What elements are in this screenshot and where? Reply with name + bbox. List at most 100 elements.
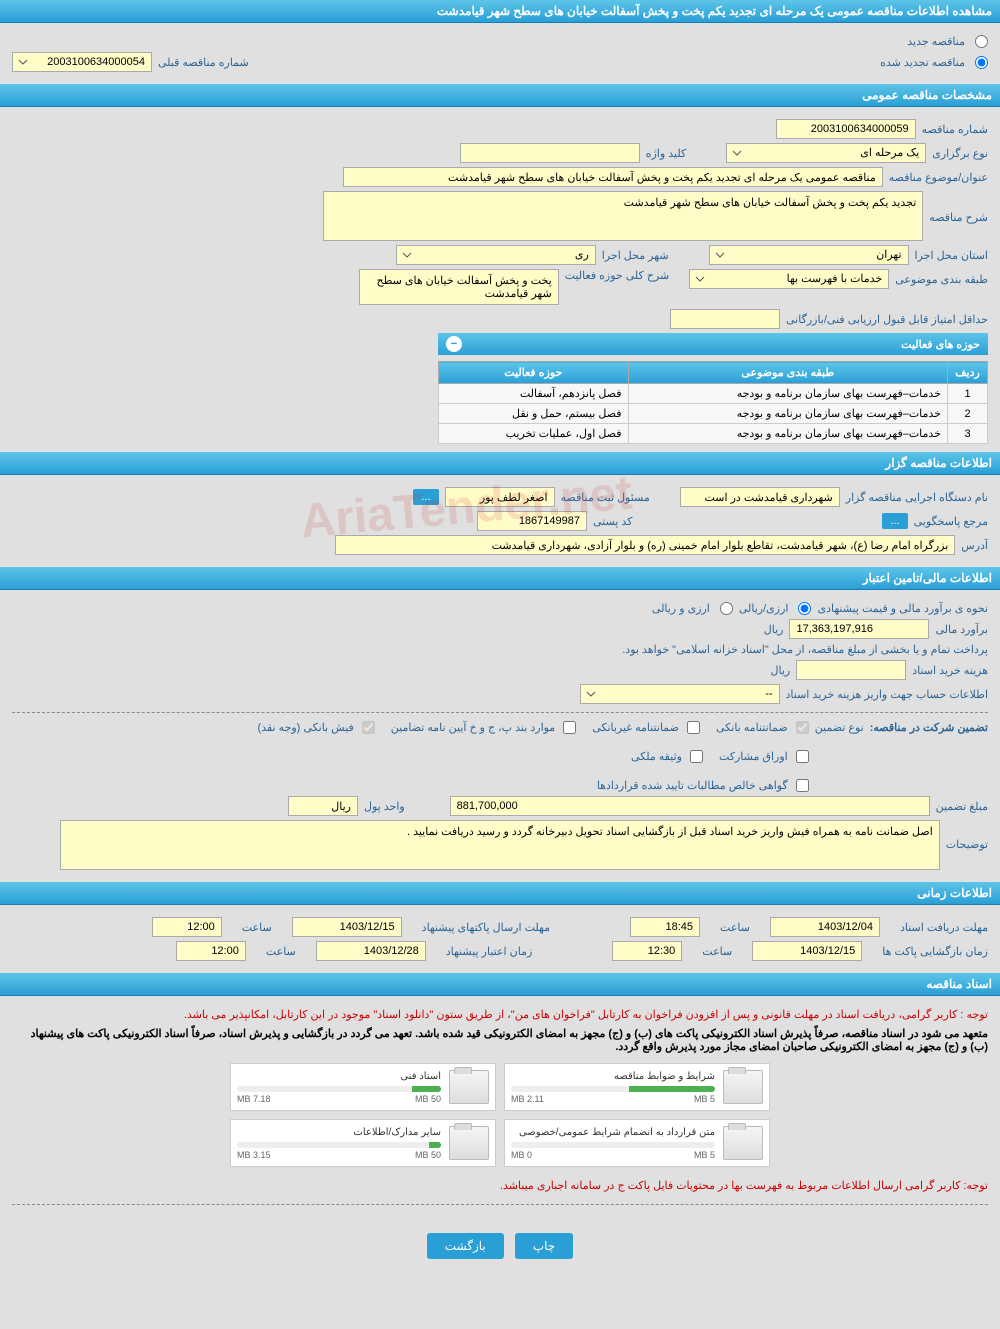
label-officer: مسئول ثبت مناقصه [561,491,650,504]
field-send-time: 12:00 [152,917,222,937]
doc-box[interactable]: اسناد فنی 50 MB7.18 MB [230,1063,496,1111]
radio-renewed-tender[interactable] [975,56,988,69]
label-prev-num: شماره مناقصه قبلی [158,56,249,69]
more-contact-button[interactable]: ... [882,513,907,529]
guarantee-header: تضمین شرکت در مناقصه: [870,721,988,734]
field-address: بزرگراه امام رضا (ع)، شهر قیامدشت، تقاطع… [335,535,955,555]
field-valid-time: 12:00 [176,941,246,961]
field-postal: 1867149987 [477,511,587,531]
section-general-body: شماره مناقصه 2003100634000059 نوع برگزار… [0,107,1000,452]
field-tender-num: 2003100634000059 [776,119,916,139]
label-estimate-method: نحوه ی برآورد مالی و قیمت پیشنهادی [817,602,988,615]
label-gtype: نوع تضمین [815,721,864,734]
label-g4: فیش بانکی (وجه نقد) [258,721,354,734]
collapse-icon[interactable]: − [446,336,462,352]
page-title-bar: مشاهده اطلاعات مناقصه عمومی یک مرحله ای … [0,0,1000,23]
label-open: زمان بازگشایی پاکت ها [882,945,988,958]
label-open-time: ساعت [702,945,732,958]
select-prev-num[interactable]: 2003100634000054 [12,52,152,72]
more-officer-button[interactable]: ... [413,489,438,505]
label-g3: موارد بند پ، ج و خ آیین نامه تضامین [391,721,555,734]
check-g7[interactable] [796,779,809,792]
payment-note: پرداخت تمام و یا بخشی از مبلغ مناقصه، از… [622,643,988,656]
col-row: ردیف [948,362,988,384]
label-send-time: ساعت [242,921,272,934]
label-subject: عنوان/موضوع مناقصه [889,171,988,184]
label-g7: گواهی خالص مطالبات تایید شده قراردادها [597,779,788,792]
input-doc-fee[interactable] [796,660,906,680]
select-category[interactable]: خدمات با فهرست بها [689,269,889,289]
label-receive-time: ساعت [720,921,750,934]
select-city[interactable]: ری [396,245,596,265]
label-postal: کد پستی [593,515,632,528]
radio-rial[interactable] [798,602,811,615]
field-desc: تجدید یکم پخت و پخش آسفالت خیابان های سط… [323,191,923,241]
back-button[interactable]: بازگشت [427,1233,504,1259]
table-row: 2خدمات–فهرست بهای سازمان برنامه و بودجهف… [439,404,988,424]
label-tender-num: شماره مناقصه [922,123,988,136]
print-button[interactable]: چاپ [515,1233,573,1259]
label-send: مهلت ارسال پاکتهای پیشنهاد [422,921,550,934]
col-field: حوزه فعالیت [439,362,629,384]
section-time-body: مهلت دریافت اسناد 1403/12/04 ساعت 18:45 … [0,905,1000,973]
label-min-score: حداقل امتیاز قابل قبول ارزیابی فنی/بازرگ… [786,313,988,326]
label-g1: ضمانتنامه بانکی [716,721,788,734]
label-g6: وثیقه ملکی [631,750,682,763]
doc-title: سایر مدارک/اطلاعات [237,1127,441,1138]
notice3: توجه: کاربر گرامی ارسال اطلاعات مربوط به… [12,1175,988,1196]
field-open-date: 1403/12/15 [752,941,862,961]
field-send-date: 1403/12/15 [292,917,402,937]
check-g2[interactable] [687,721,700,734]
label-doc-fee: هزینه خرید اسناد [912,664,988,677]
section-docs-header: اسناد مناقصه [0,973,1000,996]
doc-box[interactable]: متن قرارداد به انضمام شرایط عمومی/خصوصی … [504,1119,770,1167]
select-province[interactable]: تهران [709,245,909,265]
radio-both[interactable] [720,602,733,615]
label-opt-both: ارزی و ریالی [652,602,710,615]
tender-type-block: مناقصه جدید مناقصه تجدید شده شماره مناقص… [0,23,1000,84]
field-gamount: 881,700,000 [450,796,930,816]
label-keyword: کلید واژه [646,147,686,160]
label-type: نوع برگزاری [932,147,988,160]
activity-table-title-bar: حوزه های فعالیت − [438,333,988,355]
check-g5[interactable] [796,750,809,763]
notice2: متعهد می شود در اسناد مناقصه، صرفاً پذیر… [12,1025,988,1055]
field-valid-date: 1403/12/28 [316,941,426,961]
table-row: 3خدمات–فهرست بهای سازمان برنامه و بودجهف… [439,424,988,444]
label-valid: زمان اعتبار پیشنهاد [446,945,533,958]
radio-new-tender[interactable] [975,35,988,48]
folder-icon [449,1070,489,1104]
label-valid-time: ساعت [266,945,296,958]
check-g6[interactable] [690,750,703,763]
notice1: توجه : کاربر گرامی، دریافت اسناد در مهلت… [12,1004,988,1025]
label-province: استان محل اجرا [915,249,988,262]
label-receive: مهلت دریافت اسناد [900,921,988,934]
label-address: آدرس [961,539,988,552]
select-type[interactable]: یک مرحله ای [726,143,926,163]
input-keyword[interactable] [460,143,640,163]
section-docs-body: توجه : کاربر گرامی، دریافت اسناد در مهلت… [0,996,1000,1221]
label-gamount: مبلغ تضمین [936,800,988,813]
field-notes: اصل ضمانت نامه به همراه فیش واریز خرید ا… [60,820,940,870]
activity-table-title: حوزه های فعالیت [901,338,980,351]
label-unit: واحد پول [364,800,405,813]
section-owner-header: اطلاعات مناقصه گزار [0,452,1000,475]
doc-title: اسناد فنی [237,1071,441,1082]
label-currency1: ریال [764,623,784,636]
label-category: طبقه بندی موضوعی [895,273,988,286]
select-account[interactable]: -- [580,684,780,704]
label-currency2: ریال [770,664,790,677]
label-desc: شرح مناقصه [929,191,988,224]
field-receive-time: 18:45 [630,917,700,937]
folder-icon [723,1126,763,1160]
input-min-score[interactable] [670,309,780,329]
doc-box[interactable]: سایر مدارک/اطلاعات 50 MB3.15 MB [230,1119,496,1167]
section-general-header: مشخصات مناقصه عمومی [0,84,1000,107]
divider [12,712,988,713]
folder-icon [449,1126,489,1160]
folder-icon [723,1070,763,1104]
field-activity-scope: پخت و پخش آسفالت خیابان های سطح شهر قیام… [359,269,559,305]
check-g3[interactable] [563,721,576,734]
doc-box[interactable]: شرایط و ضوابط مناقصه 5 MB2.11 MB [504,1063,770,1111]
label-contact: مرجع پاسخگویی [914,515,988,528]
